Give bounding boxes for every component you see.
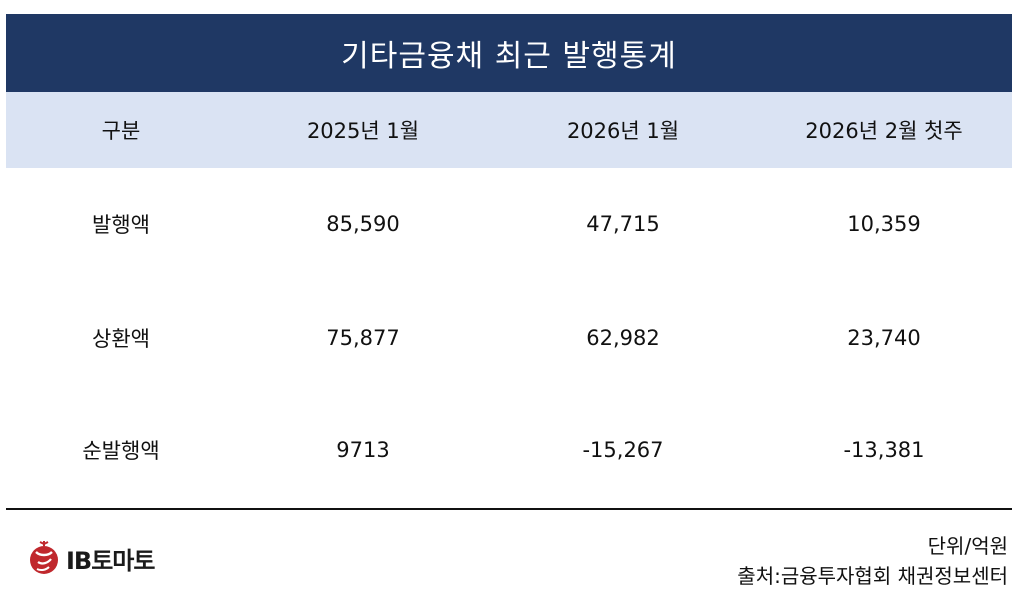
row-label: 상환액	[92, 327, 150, 351]
unit-note: 단위/억원	[927, 534, 1008, 558]
table-row: 상환액 75,877 62,982 23,740	[6, 282, 1012, 394]
row-label: 발행액	[92, 213, 150, 237]
row-label: 순발행액	[82, 439, 160, 463]
table-bottom-rule	[6, 508, 1012, 510]
table-title: 기타금융채 최근 발행통계	[6, 14, 1012, 92]
tomato-logo-icon	[30, 541, 58, 574]
header-cell-2026-feb-week1: 2026년 2월 첫주	[805, 119, 963, 143]
table-cell: -13,381	[843, 438, 925, 462]
table-cell: 10,359	[847, 212, 921, 236]
table-cell: 85,590	[326, 212, 400, 236]
table-row: 순발행액 9713 -15,267 -13,381	[6, 394, 1012, 506]
table-cell: 62,982	[586, 326, 660, 350]
table-row: 발행액 85,590 47,715 10,359	[6, 168, 1012, 280]
table-cell: 75,877	[326, 326, 400, 350]
header-cell-2026-jan: 2026년 1월	[566, 119, 680, 143]
table-cell: 23,740	[847, 326, 921, 350]
source-note: 출처:금융투자협회 채권정보센터	[737, 564, 1008, 588]
table-header-row: 구분 2025년 1월 2026년 1월 2026년 2월 첫주	[6, 92, 1012, 168]
header-cell-2025-jan: 2025년 1월	[306, 119, 420, 143]
table-cell: -15,267	[582, 438, 664, 462]
ib-tomato-logo: IB토마토	[28, 538, 155, 578]
table-cell: 47,715	[586, 212, 660, 236]
table-cell: 9713	[336, 438, 390, 462]
logo-text: IB토마토	[66, 546, 155, 575]
header-cell-category: 구분	[101, 119, 141, 143]
